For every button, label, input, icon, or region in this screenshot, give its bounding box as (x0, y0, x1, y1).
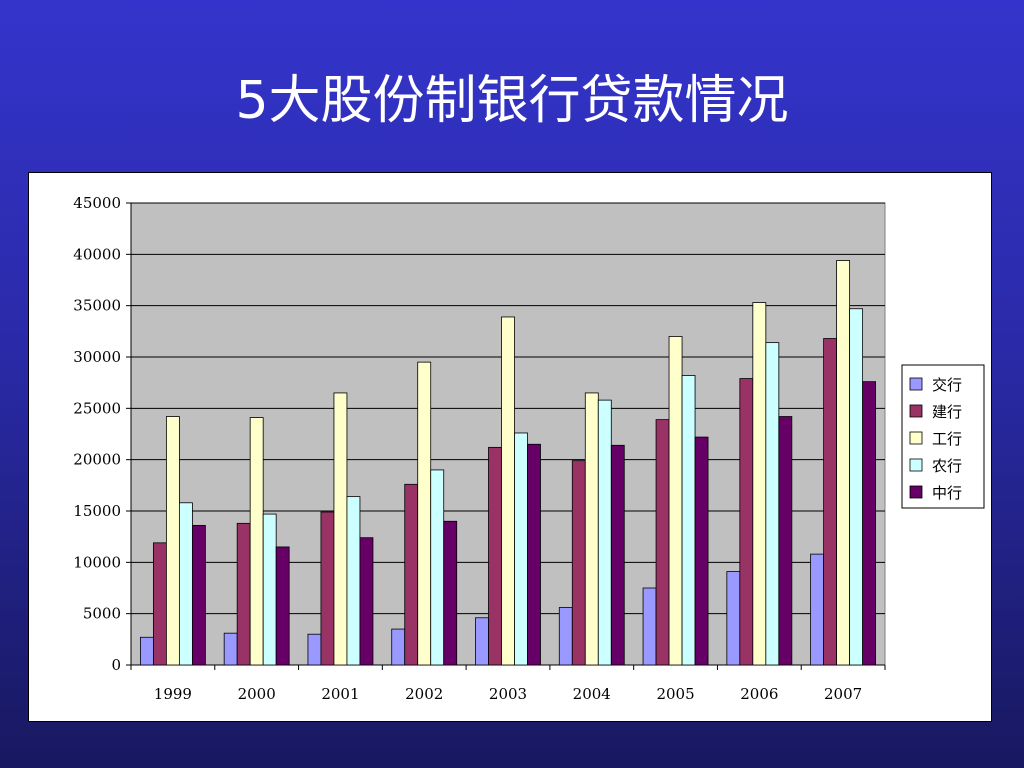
bar-农行-2007 (849, 308, 864, 666)
bar-工行-2004 (584, 392, 599, 666)
bar-工行-2000 (249, 417, 264, 666)
bar-中行-2003 (527, 443, 541, 666)
bar-建行-2001 (320, 511, 335, 666)
bar-工行-2001 (333, 392, 348, 666)
legend-swatch-交行 (909, 377, 923, 391)
bar-农行-2003 (514, 432, 528, 666)
bar-工行-2003 (501, 316, 515, 666)
bar-农行-2000 (262, 513, 277, 666)
x-tick-label: 2005 (656, 685, 694, 703)
y-tick-label: 25000 (73, 399, 121, 417)
legend-label-交行: 交行 (932, 376, 962, 394)
bar-chart: 0 5000 10000 15000 20000 25000 30000 35000 40000… (73, 194, 985, 703)
chart-container: 0 5000 10000 15000 20000 25000 30000 35000 40000… (28, 172, 992, 722)
bar-交行-2003 (475, 617, 489, 666)
bar-建行-2007 (823, 338, 838, 666)
bar-交行-2002 (391, 628, 406, 666)
bar-交行-2004 (558, 607, 573, 666)
bar-交行-2007 (810, 553, 825, 666)
x-tick-label: 2003 (489, 685, 527, 703)
y-tick-label: 30000 (73, 348, 121, 366)
bar-交行-1999 (139, 636, 154, 666)
bar-交行-2005 (642, 587, 657, 666)
x-tick-label: 1999 (154, 685, 192, 703)
bar-建行-2000 (236, 522, 251, 666)
bar-建行-2004 (571, 460, 586, 666)
y-tick-label: 40000 (73, 245, 121, 263)
slide-title: 5大股份制银行贷款情况 (235, 71, 789, 131)
bar-中行-2007 (862, 381, 877, 666)
bar-中行-1999 (191, 524, 206, 666)
bar-交行-2006 (726, 571, 741, 666)
x-tick-label: 2001 (321, 685, 359, 703)
bar-工行-1999 (165, 416, 180, 666)
legend-label-中行: 中行 (932, 484, 962, 502)
bar-建行-1999 (152, 542, 167, 666)
y-tick-label: 20000 (73, 451, 121, 469)
y-tick-label: 0 (111, 656, 121, 674)
bar-农行-2001 (346, 496, 361, 666)
legend-swatch-建行 (909, 404, 923, 418)
x-tick-label: 2000 (238, 685, 276, 703)
legend-swatch-工行 (909, 431, 923, 445)
x-tick-label: 2002 (405, 685, 443, 703)
x-tick-label: 2004 (573, 685, 611, 703)
bar-中行-2005 (694, 436, 709, 666)
legend-label-工行: 工行 (932, 430, 962, 448)
legend-swatch-农行 (909, 458, 923, 472)
bar-建行-2003 (488, 446, 502, 666)
bar-农行-2002 (430, 469, 445, 666)
bar-建行-2006 (739, 378, 754, 666)
legend-swatch-中行 (909, 485, 923, 499)
y-tick-label: 15000 (73, 502, 121, 520)
bar-交行-2001 (307, 633, 322, 666)
bar-建行-2002 (404, 483, 419, 666)
bar-农行-1999 (178, 502, 193, 666)
y-tick-label: 5000 (83, 605, 121, 623)
legend-label-建行: 建行 (932, 403, 962, 421)
legend-label-农行: 农行 (932, 457, 962, 475)
bar-中行-2006 (778, 416, 793, 666)
bar-中行-2002 (443, 520, 458, 666)
bar-农行-2006 (765, 342, 780, 666)
x-tick-label: 2006 (740, 685, 778, 703)
bar-工行-2007 (836, 260, 851, 666)
bar-农行-2005 (681, 375, 696, 666)
x-tick-label: 2007 (824, 685, 862, 703)
y-tick-label: 10000 (73, 553, 121, 571)
bar-中行-2004 (610, 444, 625, 666)
bar-中行-2001 (359, 537, 374, 666)
bar-农行-2004 (597, 399, 612, 666)
bar-工行-2006 (752, 302, 767, 666)
bar-建行-2005 (655, 419, 670, 666)
bar-中行-2000 (275, 546, 290, 666)
bar-工行-2005 (668, 336, 683, 666)
bar-工行-2002 (417, 361, 432, 666)
y-tick-label: 35000 (73, 297, 121, 315)
bar-交行-2000 (223, 632, 238, 666)
y-tick-label: 45000 (73, 194, 121, 212)
